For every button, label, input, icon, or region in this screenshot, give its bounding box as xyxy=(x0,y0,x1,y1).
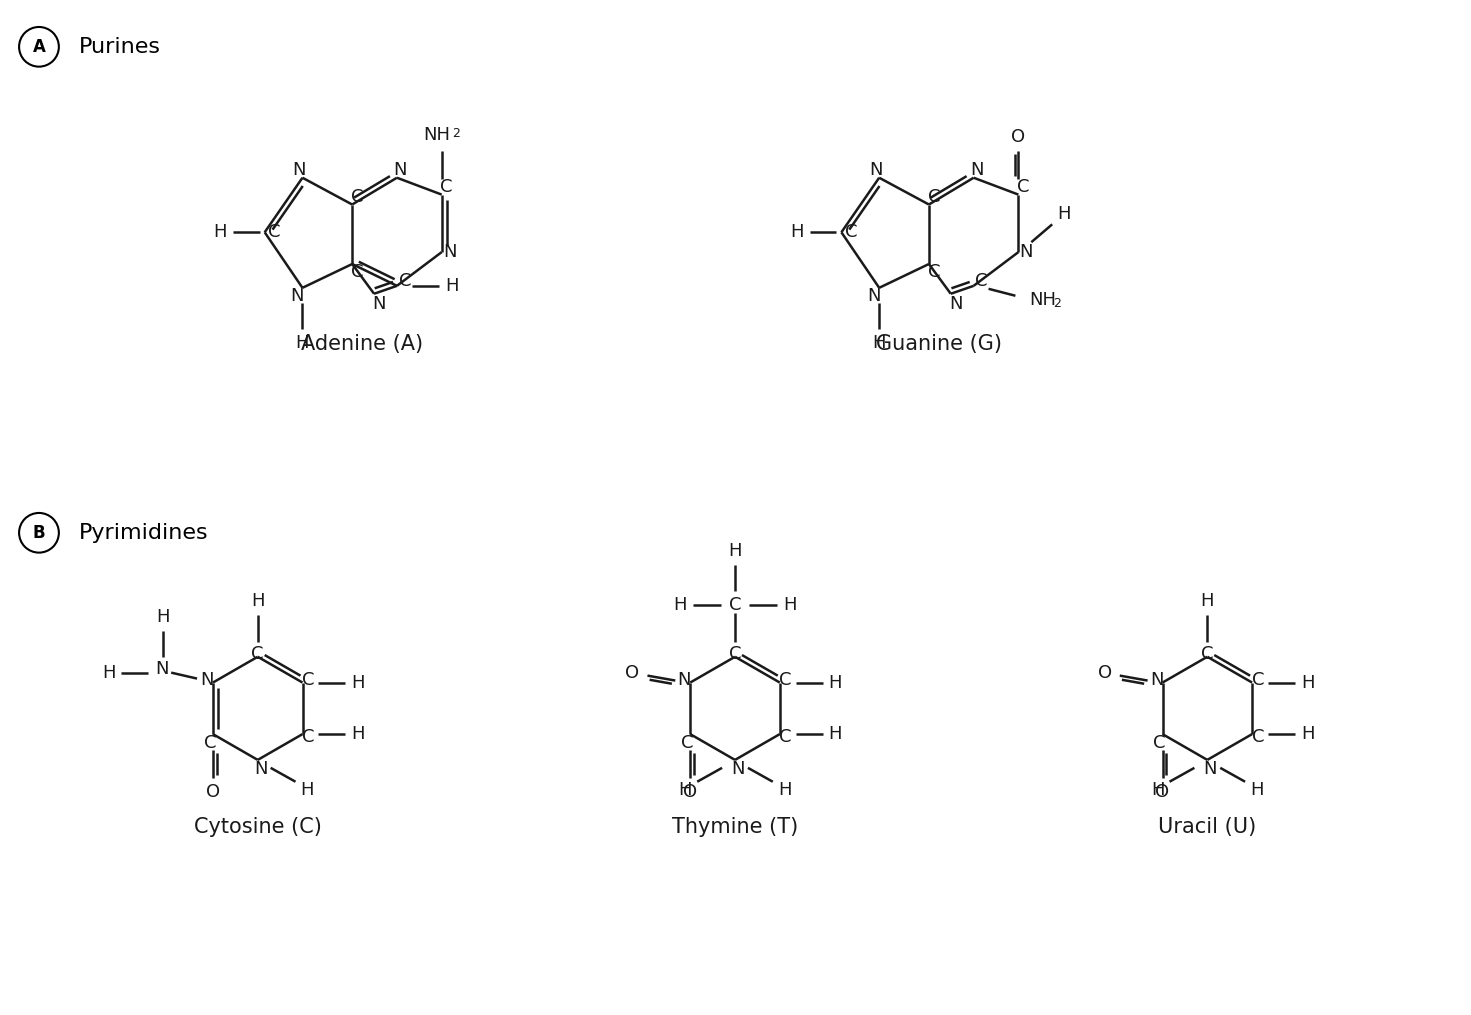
Text: H: H xyxy=(872,334,886,352)
Text: N: N xyxy=(868,287,881,304)
Text: Thymine (T): Thymine (T) xyxy=(672,817,799,837)
Text: C: C xyxy=(681,734,693,752)
Text: H: H xyxy=(252,592,265,610)
Text: N: N xyxy=(969,160,984,179)
Text: N: N xyxy=(254,760,268,777)
Text: O: O xyxy=(206,783,221,801)
Text: H: H xyxy=(1300,725,1315,743)
Text: N: N xyxy=(678,671,691,688)
Text: 2: 2 xyxy=(1053,296,1061,310)
Text: H: H xyxy=(1150,781,1165,799)
Text: N: N xyxy=(156,660,169,678)
Text: C: C xyxy=(728,645,741,663)
Text: Guanine (G): Guanine (G) xyxy=(875,334,1002,354)
Text: C: C xyxy=(975,272,989,290)
Text: H: H xyxy=(213,223,227,242)
Text: N: N xyxy=(291,287,304,304)
Text: O: O xyxy=(1012,128,1025,146)
Text: C: C xyxy=(780,671,791,688)
Text: C: C xyxy=(268,223,281,242)
Text: C: C xyxy=(399,272,410,290)
Text: Cytosine (C): Cytosine (C) xyxy=(194,817,322,837)
Text: N: N xyxy=(869,160,883,179)
Text: H: H xyxy=(156,608,171,626)
Text: A: A xyxy=(32,38,46,56)
Text: H: H xyxy=(300,781,315,799)
Text: O: O xyxy=(625,664,640,682)
Text: H: H xyxy=(728,542,741,559)
Text: H: H xyxy=(444,277,459,294)
Text: H: H xyxy=(778,781,791,799)
Text: H: H xyxy=(790,223,803,242)
Text: H: H xyxy=(783,596,796,614)
Text: C: C xyxy=(928,188,940,206)
Text: O: O xyxy=(1097,664,1112,682)
Text: H: H xyxy=(828,674,843,691)
Text: C: C xyxy=(203,734,216,752)
Text: H: H xyxy=(1200,592,1214,610)
Text: H: H xyxy=(352,725,365,743)
Text: N: N xyxy=(293,160,306,179)
Text: N: N xyxy=(1203,760,1217,777)
Text: B: B xyxy=(32,524,46,542)
Text: N: N xyxy=(393,160,406,179)
Text: N: N xyxy=(731,760,744,777)
Text: N: N xyxy=(443,244,456,261)
Text: Pyrimidines: Pyrimidines xyxy=(79,523,209,543)
Text: C: C xyxy=(352,263,363,281)
Text: N: N xyxy=(200,671,213,688)
Text: C: C xyxy=(1153,734,1167,752)
Text: NH: NH xyxy=(1030,290,1056,309)
Text: C: C xyxy=(352,188,363,206)
Text: C: C xyxy=(1200,645,1214,663)
Text: O: O xyxy=(1156,783,1169,801)
Text: N: N xyxy=(372,294,385,313)
Text: C: C xyxy=(440,178,453,196)
Text: Uracil (U): Uracil (U) xyxy=(1158,817,1256,837)
Text: Purines: Purines xyxy=(79,37,160,57)
Text: N: N xyxy=(1019,244,1033,261)
Text: Adenine (A): Adenine (A) xyxy=(302,334,424,354)
Text: C: C xyxy=(728,596,741,614)
Text: H: H xyxy=(296,334,309,352)
Text: O: O xyxy=(683,783,697,801)
Text: 2: 2 xyxy=(452,127,459,140)
Text: C: C xyxy=(1252,671,1264,688)
Text: H: H xyxy=(352,674,365,691)
Text: C: C xyxy=(1016,178,1030,196)
Text: C: C xyxy=(780,728,791,746)
Text: N: N xyxy=(949,294,962,313)
Text: C: C xyxy=(846,223,858,242)
Text: C: C xyxy=(1252,728,1264,746)
Text: C: C xyxy=(302,671,315,688)
Text: H: H xyxy=(828,725,843,743)
Text: C: C xyxy=(252,645,263,663)
Text: H: H xyxy=(1250,781,1264,799)
Text: H: H xyxy=(674,596,687,614)
Text: C: C xyxy=(302,728,315,746)
Text: H: H xyxy=(1300,674,1315,691)
Text: NH: NH xyxy=(424,126,450,144)
Text: C: C xyxy=(928,263,940,281)
Text: H: H xyxy=(678,781,691,799)
Text: H: H xyxy=(101,664,115,682)
Text: N: N xyxy=(1150,671,1164,688)
Text: H: H xyxy=(1058,205,1071,223)
